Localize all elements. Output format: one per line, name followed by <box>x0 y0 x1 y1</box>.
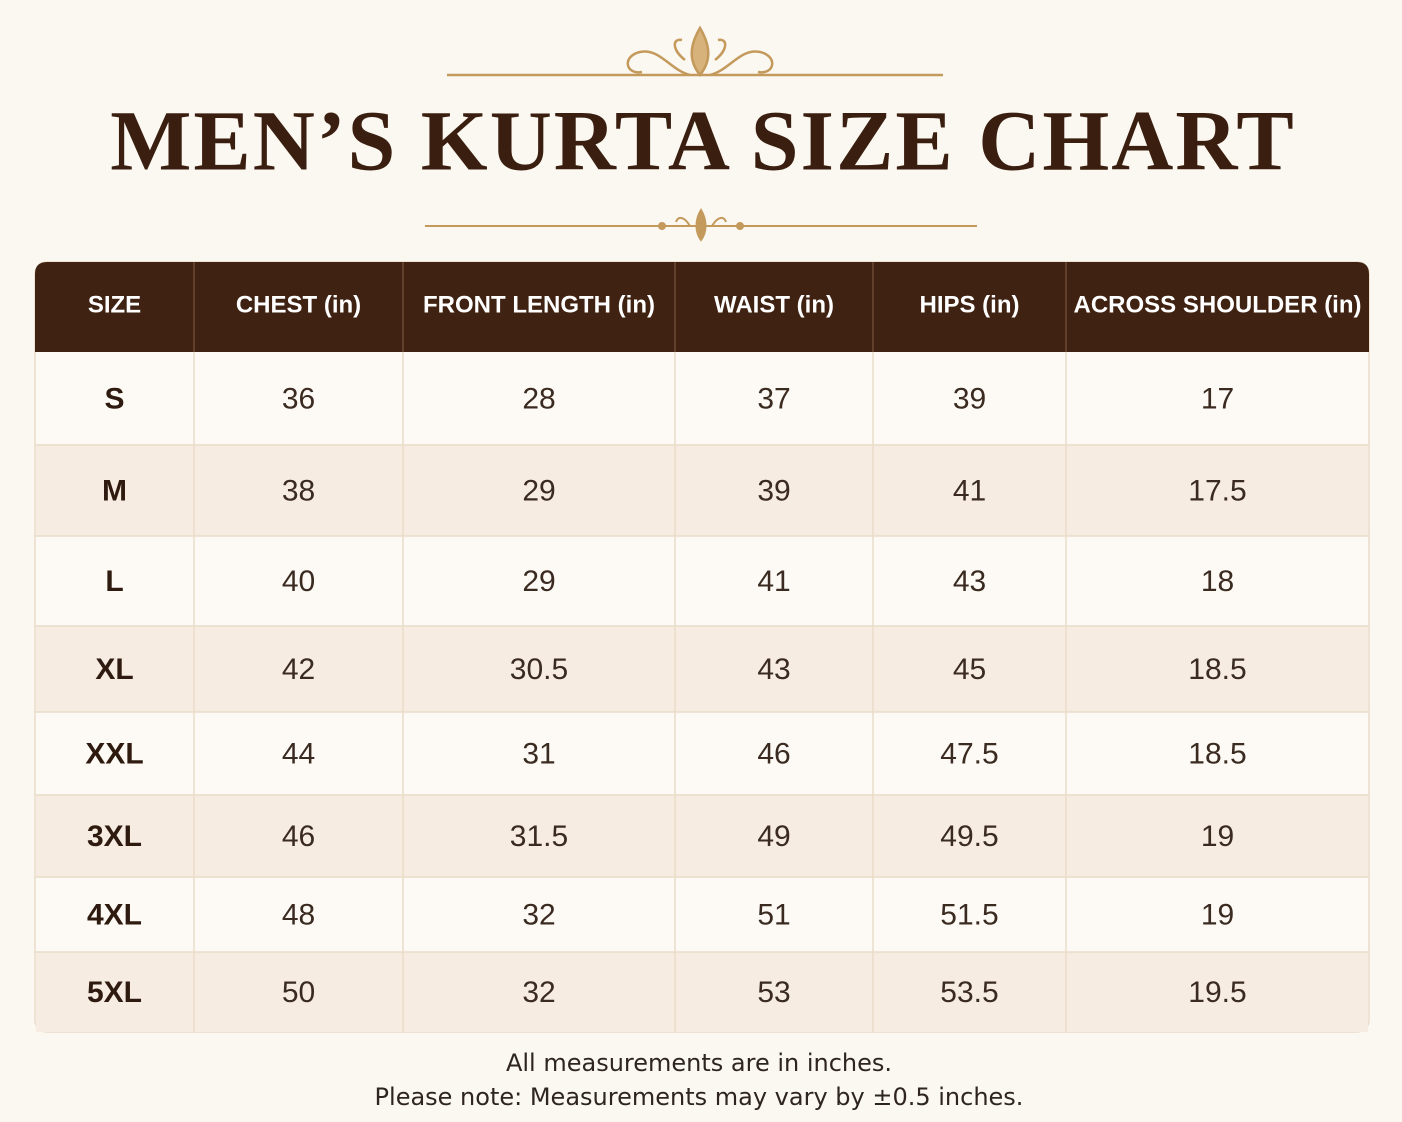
size-label: 4XL <box>87 898 142 931</box>
measurement: 49.5 <box>940 820 998 853</box>
measurement: 50 <box>282 976 315 1009</box>
measurement: 38 <box>282 474 315 507</box>
measurement: 46 <box>282 820 315 853</box>
bottom-ornament <box>425 208 977 242</box>
measurement: 19 <box>1201 820 1234 853</box>
column-header: ACROSS SHOULDER (in) <box>1074 291 1362 318</box>
footnote: Please note: Measurements may vary by ±0… <box>375 1083 1024 1111</box>
measurement: 18 <box>1201 565 1234 598</box>
measurement: 17 <box>1201 382 1234 415</box>
measurement: 47.5 <box>940 737 998 770</box>
measurement: 39 <box>757 474 790 507</box>
measurement: 42 <box>282 653 315 686</box>
row-background <box>36 952 1368 1032</box>
top-ornament <box>447 25 943 78</box>
measurement: 39 <box>953 382 986 415</box>
size-label: 5XL <box>87 976 142 1009</box>
measurement: 43 <box>953 565 986 598</box>
title: MEN’S KURTA SIZE CHART <box>110 93 1296 189</box>
footnote: All measurements are in inches. <box>506 1049 892 1077</box>
measurement: 32 <box>522 976 555 1009</box>
measurement: 18.5 <box>1188 737 1246 770</box>
measurement: 28 <box>522 382 555 415</box>
measurement: 19 <box>1201 898 1234 931</box>
measurement: 32 <box>522 898 555 931</box>
measurement: 31.5 <box>510 820 568 853</box>
row-background <box>36 626 1368 712</box>
measurement: 46 <box>757 737 790 770</box>
size-label: L <box>105 565 123 598</box>
column-header: FRONT LENGTH (in) <box>423 291 655 318</box>
measurement: 44 <box>282 737 315 770</box>
measurement: 40 <box>282 565 315 598</box>
row-background <box>36 795 1368 877</box>
size-label: S <box>104 382 124 415</box>
measurement: 36 <box>282 382 315 415</box>
row-background <box>36 445 1368 536</box>
measurement: 43 <box>757 653 790 686</box>
measurement: 51.5 <box>940 898 998 931</box>
column-header: SIZE <box>88 291 141 318</box>
measurement: 19.5 <box>1188 976 1246 1009</box>
measurement: 31 <box>522 737 555 770</box>
measurement: 45 <box>953 653 986 686</box>
table: SIZE CHEST (in) FRONT LENGTH (in) WAIST (in… <box>35 262 1369 1032</box>
measurement: 48 <box>282 898 315 931</box>
measurement: 49 <box>757 820 790 853</box>
measurement: 41 <box>757 565 790 598</box>
measurement: 37 <box>757 382 790 415</box>
measurement: 18.5 <box>1188 653 1246 686</box>
header-background <box>35 262 1369 352</box>
measurement: 30.5 <box>510 653 568 686</box>
size-label: XXL <box>85 737 143 770</box>
size-label: M <box>102 474 127 507</box>
column-header: HIPS (in) <box>920 291 1020 318</box>
measurement: 29 <box>522 474 555 507</box>
measurement: 53 <box>757 976 790 1009</box>
column-header: WAIST (in) <box>714 291 834 318</box>
measurement: 17.5 <box>1188 474 1246 507</box>
size-label: 3XL <box>87 820 142 853</box>
measurement: 53.5 <box>940 976 998 1009</box>
measurement: 41 <box>953 474 986 507</box>
measurement: 29 <box>522 565 555 598</box>
size-label: XL <box>95 653 133 686</box>
column-header: CHEST (in) <box>236 291 361 318</box>
measurement: 51 <box>757 898 790 931</box>
